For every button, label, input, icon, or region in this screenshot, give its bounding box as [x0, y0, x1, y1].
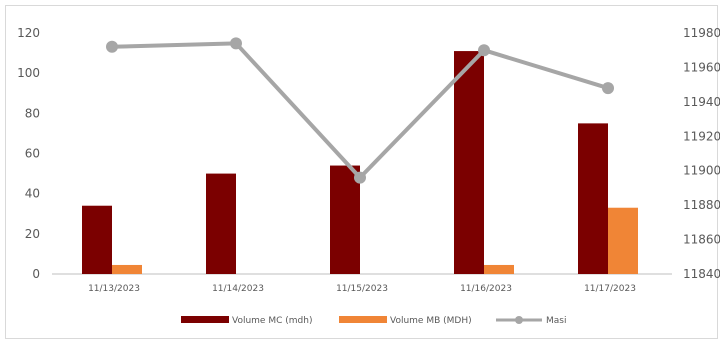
masi-point: [354, 171, 366, 184]
line-series: [106, 37, 614, 184]
right-y-axis: 11840 11860 11880 11900 11920 11940 11960 11980: [683, 26, 720, 281]
left-y-tick-label: 80: [25, 106, 40, 120]
left-y-tick-label: 0: [32, 267, 40, 281]
legend-swatch-mc: [181, 316, 229, 323]
right-y-tick-label: 11900: [683, 164, 720, 178]
x-tick-label: 11/14/2023: [212, 284, 264, 294]
bar: [608, 207, 638, 274]
bar: [82, 205, 112, 274]
right-y-tick-label: 11960: [683, 60, 720, 74]
bar: [484, 264, 514, 274]
legend-marker-masi: [515, 316, 523, 324]
left-y-tick-label: 60: [25, 147, 40, 161]
bar: [330, 165, 360, 274]
masi-point: [602, 82, 614, 95]
right-y-tick-label: 11940: [683, 95, 720, 109]
left-y-tick-label: 120: [17, 26, 40, 40]
masi-line: [111, 41, 609, 180]
x-axis-ticks: 11/13/2023 11/14/2023 11/15/2023 11/16/2023…: [88, 284, 636, 294]
right-y-tick-label: 11840: [683, 267, 720, 281]
left-y-axis: 0 20 40 60 80 100 120: [17, 26, 40, 281]
right-y-tick-label: 11980: [683, 26, 720, 40]
bar: [112, 264, 142, 274]
x-tick-label: 11/15/2023: [336, 284, 388, 294]
masi-point: [478, 44, 490, 57]
legend-swatch-mb: [339, 316, 387, 323]
chart-frame: [5, 5, 718, 339]
bar: [206, 173, 236, 274]
x-tick-label: 11/16/2023: [460, 284, 512, 294]
legend-label-masi: Masi: [546, 316, 566, 326]
x-tick-label: 11/17/2023: [584, 284, 636, 294]
bar: [578, 123, 608, 274]
legend: Volume MC (mdh) Volume MB (MDH) Masi: [181, 316, 566, 326]
legend-label-mb: Volume MB (MDH): [390, 316, 472, 326]
masi-point: [230, 37, 242, 50]
right-y-tick-label: 11880: [683, 198, 720, 212]
masi-point: [106, 40, 118, 53]
bar-series: [82, 51, 638, 275]
left-y-tick-label: 40: [25, 187, 40, 201]
legend-label-mc: Volume MC (mdh): [232, 316, 312, 326]
x-tick-label: 11/13/2023: [88, 284, 140, 294]
right-y-tick-label: 11920: [683, 129, 720, 143]
left-y-tick-label: 100: [17, 66, 40, 80]
left-y-tick-label: 20: [25, 227, 40, 241]
right-y-tick-label: 11860: [683, 233, 720, 247]
bar: [454, 51, 484, 275]
